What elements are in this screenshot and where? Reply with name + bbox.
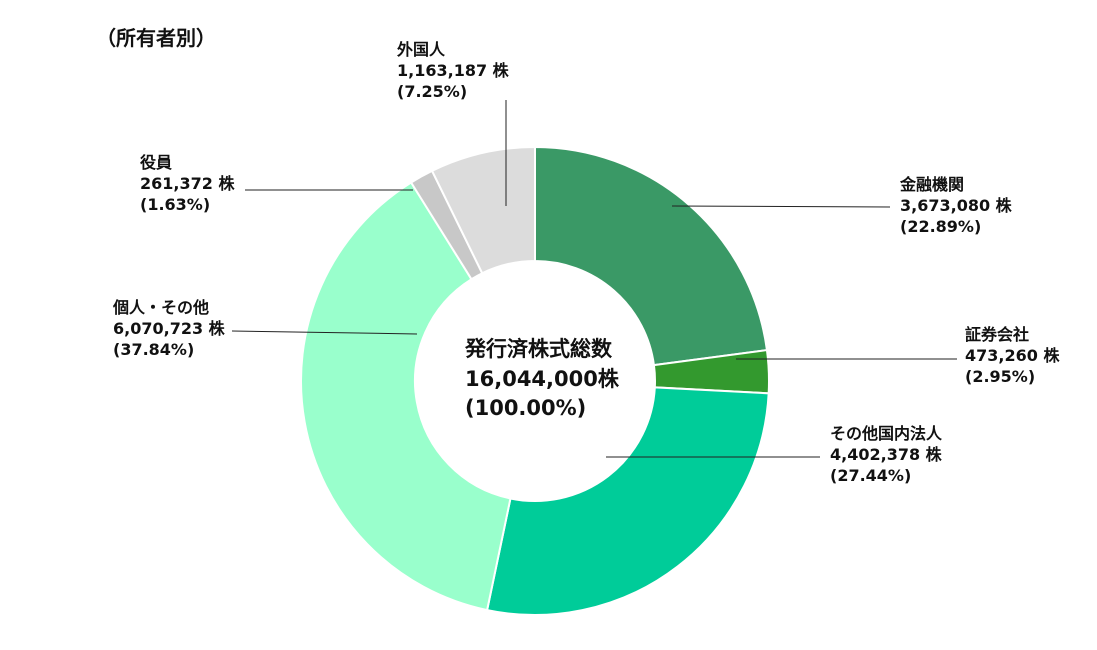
slice-label-name-2: その他国内法人 bbox=[830, 424, 943, 443]
slice-label-shares-3: 6,070,723 株 bbox=[113, 319, 226, 338]
slice-label-shares-0: 3,673,080 株 bbox=[900, 196, 1013, 215]
slice-label-pct-3: (37.84%) bbox=[113, 340, 194, 359]
slice-label-name-0: 金融機関 bbox=[899, 175, 964, 194]
center-label-total: 16,044,000株 bbox=[465, 367, 620, 391]
center-label-percent: (100.00%) bbox=[465, 396, 586, 420]
slice-label-pct-5: (7.25%) bbox=[397, 82, 467, 101]
donut-slice-3 bbox=[300, 181, 512, 612]
chart-heading: （所有者別） bbox=[96, 26, 216, 50]
slice-label-shares-4: 261,372 株 bbox=[140, 174, 235, 193]
slice-label-name-3: 個人・その他 bbox=[112, 298, 209, 317]
slice-label-shares-5: 1,163,187 株 bbox=[397, 61, 510, 80]
slice-label-pct-0: (22.89%) bbox=[900, 217, 981, 236]
donut-slice-5 bbox=[430, 145, 536, 275]
slice-label-shares-2: 4,402,378 株 bbox=[830, 445, 943, 464]
center-label-title: 発行済株式総数 bbox=[464, 337, 613, 361]
leader-line-3 bbox=[231, 330, 418, 335]
donut-slice-0 bbox=[534, 145, 769, 367]
slice-label-name-4: 役員 bbox=[140, 153, 172, 172]
slice-label-shares-1: 473,260 株 bbox=[965, 346, 1060, 365]
slice-label-pct-4: (1.63%) bbox=[140, 195, 210, 214]
donut-slice-2 bbox=[485, 386, 770, 616]
leader-line-0 bbox=[671, 205, 891, 208]
slice-label-pct-2: (27.44%) bbox=[830, 466, 911, 485]
slice-label-name-5: 外国人 bbox=[396, 40, 446, 59]
slice-label-pct-1: (2.95%) bbox=[965, 367, 1035, 386]
slice-label-name-1: 証券会社 bbox=[965, 325, 1029, 344]
